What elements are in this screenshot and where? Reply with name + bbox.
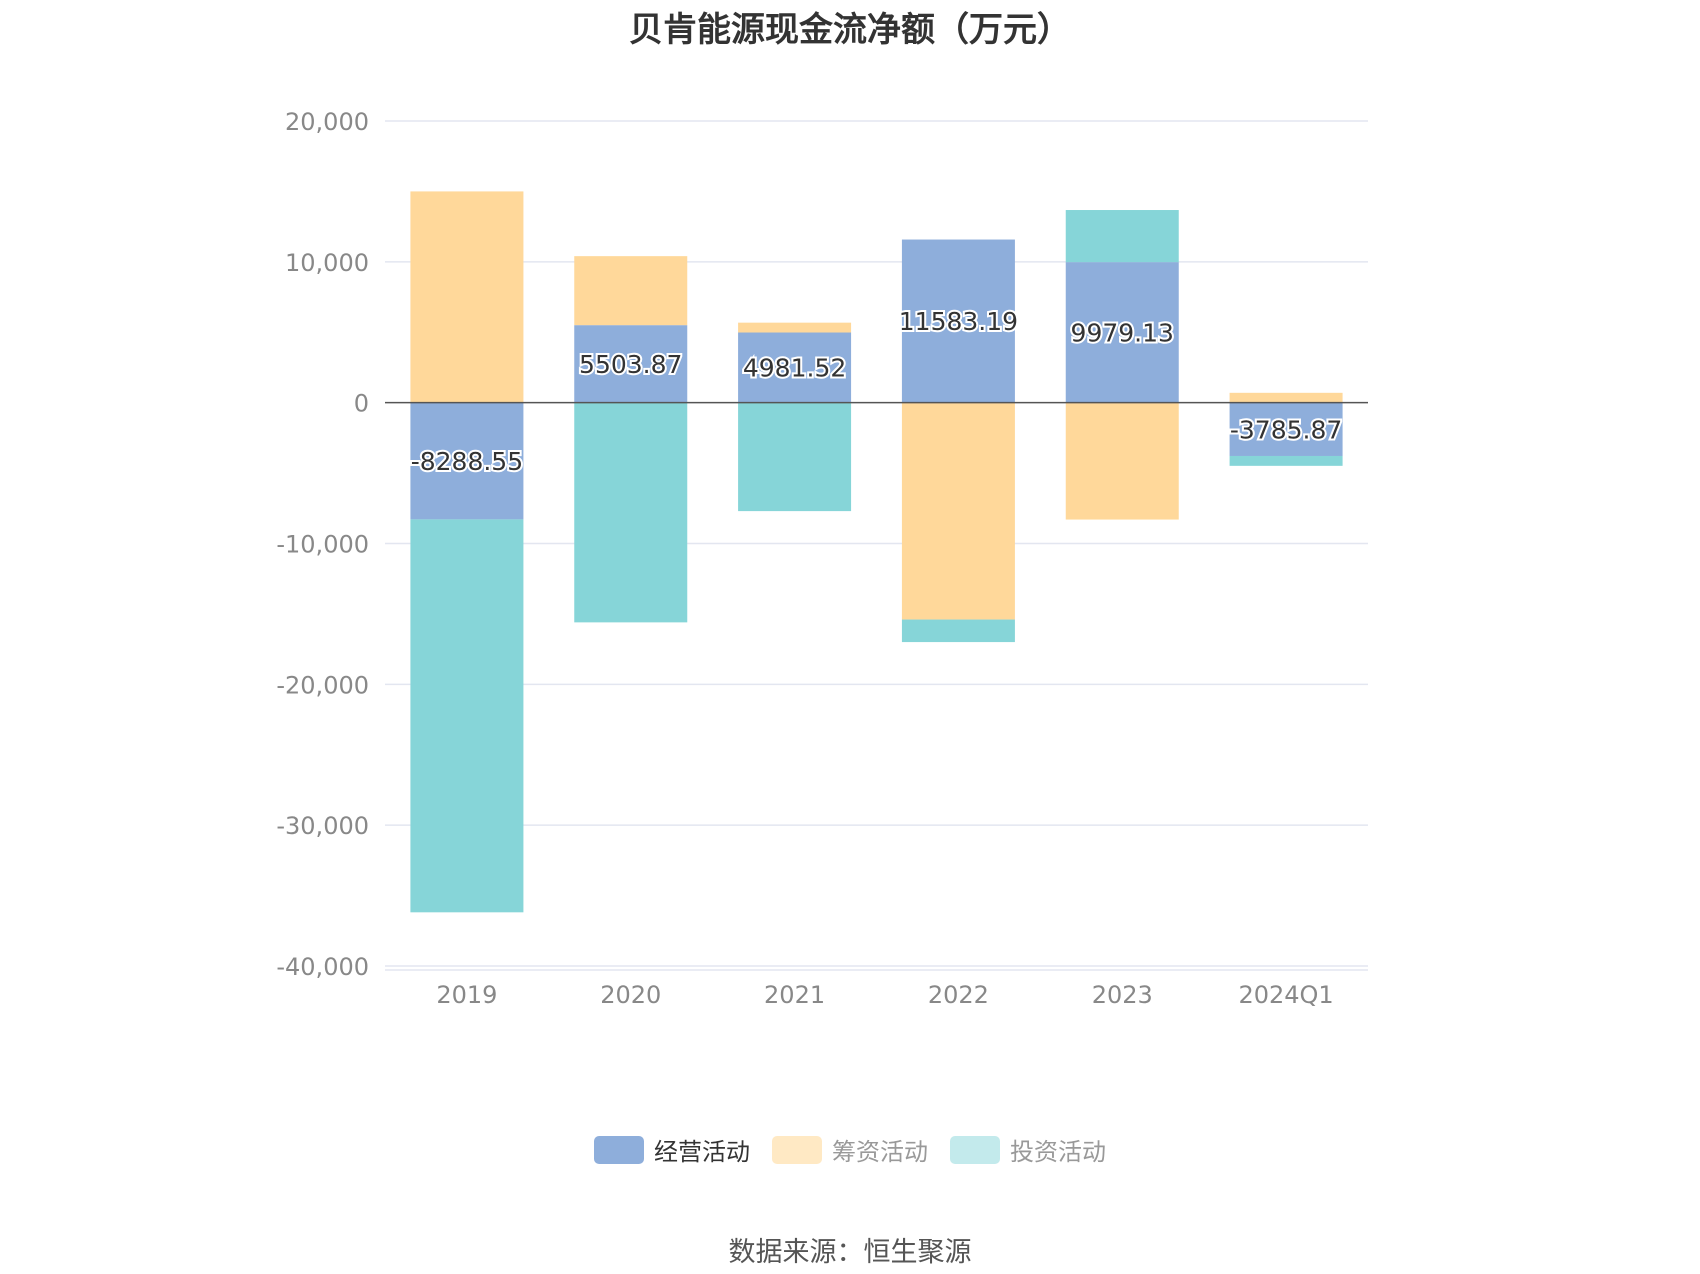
data-source: 数据来源：恒生聚源	[728, 1237, 972, 1268]
bar-financing[interactable]	[410, 191, 524, 403]
x-tick-label: 2022	[928, 981, 989, 1009]
bar-operating[interactable]	[738, 332, 852, 403]
bar-financing[interactable]	[1229, 392, 1343, 403]
bar-financing[interactable]	[738, 322, 852, 333]
bar-financing[interactable]	[901, 402, 1015, 620]
x-tick-label: 2020	[600, 981, 661, 1009]
bar-operating[interactable]	[574, 325, 688, 403]
legend-item-investing[interactable]: 投资活动	[950, 1132, 1106, 1167]
chart-title: 贝肯能源现金流净额（万元）	[629, 10, 1071, 50]
bar-operating[interactable]	[410, 402, 524, 520]
legend: 经营活动 筹资活动 投资活动	[0, 1132, 1700, 1167]
bar-value-label: -3785.87	[1230, 415, 1342, 444]
y-tick-label: 20,000	[285, 108, 369, 136]
bar-financing[interactable]	[1065, 402, 1179, 520]
legend-swatch-operating	[594, 1135, 644, 1164]
bar-investing[interactable]	[901, 619, 1015, 643]
bar-investing[interactable]	[574, 402, 688, 623]
legend-swatch-investing	[950, 1135, 1000, 1164]
y-tick-label: -30,000	[276, 812, 369, 840]
x-tick-label: 2023	[1092, 981, 1153, 1009]
bar-operating[interactable]	[1065, 262, 1179, 403]
bar-investing[interactable]	[1229, 455, 1343, 466]
y-tick-label: -20,000	[276, 671, 369, 699]
bar-value-label: 5503.87	[579, 350, 682, 379]
x-tick-label: 2024Q1	[1238, 981, 1333, 1009]
y-tick-label: 10,000	[285, 249, 369, 277]
bar-operating[interactable]	[1229, 402, 1343, 456]
y-tick-label: -40,000	[276, 953, 369, 981]
bar-value-label: 9979.13	[1071, 318, 1174, 347]
legend-item-financing[interactable]: 筹资活动	[772, 1132, 928, 1167]
bar-value-label: -8288.55	[411, 447, 523, 476]
bar-value-label: 4981.52	[743, 354, 846, 383]
legend-swatch-financing	[772, 1135, 822, 1164]
x-tick-label: 2019	[436, 981, 497, 1009]
legend-label-financing: 筹资活动	[832, 1138, 928, 1166]
legend-label-operating: 经营活动	[654, 1138, 750, 1166]
bar-operating[interactable]	[901, 239, 1015, 403]
bar-financing[interactable]	[574, 256, 688, 326]
y-tick-label: 0	[354, 390, 369, 418]
y-tick-label: -10,000	[276, 531, 369, 559]
x-tick-label: 2021	[764, 981, 825, 1009]
legend-label-investing: 投资活动	[1010, 1138, 1106, 1166]
bar-investing[interactable]	[410, 519, 524, 913]
bar-value-label: 11583.19	[899, 307, 1018, 336]
bar-investing[interactable]	[738, 402, 852, 512]
legend-item-operating[interactable]: 经营活动	[594, 1132, 750, 1167]
bar-investing[interactable]	[1065, 210, 1179, 263]
